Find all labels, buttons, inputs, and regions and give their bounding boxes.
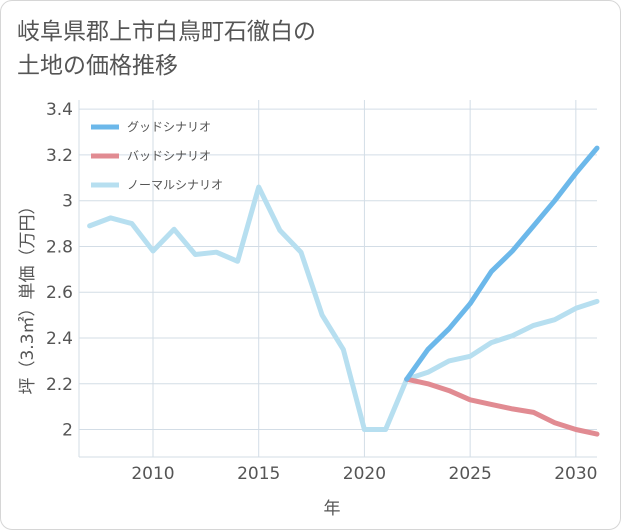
y-axis-label: 坪（3.3㎡）単価（万円） [18,197,38,394]
y-tick-label: 3.2 [46,146,73,166]
y-tick-label: 3 [62,192,73,212]
y-axis-ticks: 2 2.2 2.4 2.6 2.8 3 3.2 3.4 [46,100,73,440]
y-tick-label: 2.6 [46,283,73,303]
x-tick-label: 2020 [343,464,386,484]
x-axis-ticks: 2010 2015 2020 2025 2030 [131,464,597,484]
legend-label: グッドシナリオ [127,120,211,134]
y-tick-label: 2.4 [46,329,73,349]
x-axis-label: 年 [324,499,341,519]
x-tick-label: 2025 [449,464,492,484]
legend-label: バッドシナリオ [127,149,211,163]
y-tick-label: 3.4 [46,100,73,120]
chart-title-line-2: 土地の価格推移 [17,53,178,79]
series-line-normal [87,184,600,432]
plot-area [79,100,597,457]
gridlines [78,100,597,458]
x-tick-label: 2015 [237,464,280,484]
x-tick-label: 2030 [554,464,597,484]
series-line-good [404,145,600,382]
series-lines [87,145,600,437]
legend-label: ノーマルシナリオ [127,178,223,192]
y-tick-label: 2.8 [46,237,73,257]
y-tick-label: 2.2 [46,375,73,395]
chart-title-line-1: 岐阜県郡上市白鳥町石徹白の [17,19,316,45]
y-tick-label: 2 [62,421,73,441]
chart-title: 岐阜県郡上市白鳥町石徹白の 土地の価格推移 [17,15,316,83]
series-line-bad [404,376,600,437]
x-tick-label: 2010 [131,464,174,484]
